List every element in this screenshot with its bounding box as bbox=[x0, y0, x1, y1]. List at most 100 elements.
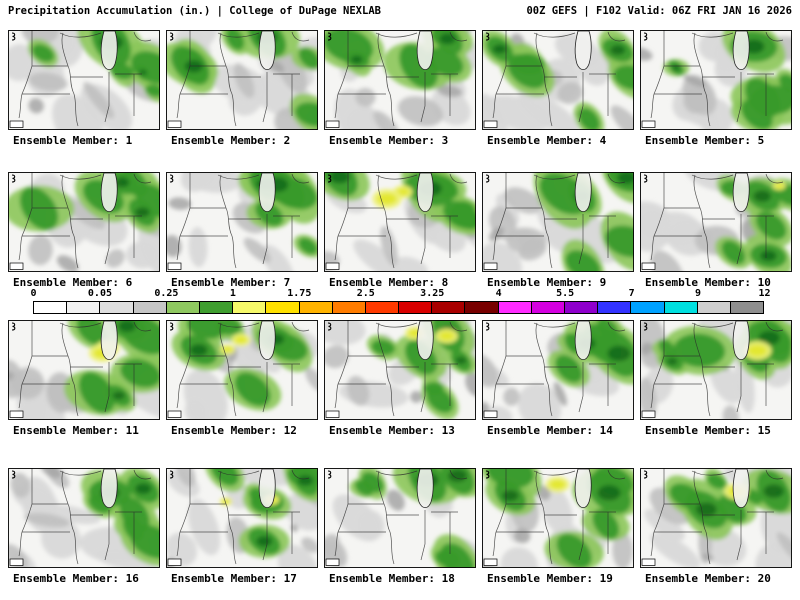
state-boundaries bbox=[492, 30, 626, 127]
panel-border bbox=[640, 30, 792, 130]
ensemble-panel: Ensemble Member: 8 bbox=[324, 172, 476, 292]
panel-border bbox=[324, 30, 476, 130]
corner-glyph bbox=[11, 322, 16, 331]
map-inset-box bbox=[483, 262, 498, 270]
precip-map bbox=[324, 320, 476, 420]
lake-michigan-outline bbox=[416, 320, 434, 361]
map-inset-box bbox=[641, 558, 656, 566]
lake-michigan-outline bbox=[100, 320, 118, 361]
ensemble-member-label: Ensemble Member: 10 bbox=[645, 276, 771, 289]
lake-michigan-outline bbox=[100, 30, 118, 71]
colorbar-tick-label: 7 bbox=[628, 288, 635, 299]
ensemble-panel: Ensemble Member: 16 bbox=[8, 468, 160, 588]
corner-glyph bbox=[11, 32, 16, 41]
colorbar-tick-label: 1 bbox=[229, 288, 236, 299]
precip-map bbox=[166, 320, 318, 420]
corner-glyph bbox=[485, 470, 490, 479]
lake-michigan-outline bbox=[416, 30, 434, 71]
ensemble-panel: Ensemble Member: 13 bbox=[324, 320, 476, 440]
precip-map bbox=[482, 30, 634, 130]
map-inset-box bbox=[325, 558, 340, 566]
panel-border bbox=[640, 320, 792, 420]
ensemble-member-label: Ensemble Member: 15 bbox=[645, 424, 771, 437]
corner-glyph bbox=[327, 470, 332, 479]
precip-map bbox=[640, 468, 792, 568]
colorbar-segment bbox=[630, 302, 664, 313]
lake-michigan-outline bbox=[258, 172, 276, 213]
panel-border bbox=[8, 30, 160, 130]
precip-map bbox=[640, 30, 792, 130]
ensemble-member-label: Ensemble Member: 9 bbox=[487, 276, 607, 289]
ensemble-panel: Ensemble Member: 3 bbox=[324, 30, 476, 150]
map-inset-box bbox=[641, 262, 656, 270]
precip-map bbox=[8, 30, 160, 130]
colorbar-segment bbox=[198, 302, 233, 313]
state-boundaries bbox=[18, 320, 152, 417]
map-inset-box bbox=[167, 558, 182, 566]
colorbar-segment bbox=[663, 302, 697, 313]
panel-border bbox=[482, 320, 634, 420]
ensemble-member-label: Ensemble Member: 2 bbox=[171, 134, 291, 147]
state-boundaries bbox=[18, 172, 152, 269]
ensemble-panel: Ensemble Member: 11 bbox=[8, 320, 160, 440]
panel-border bbox=[8, 172, 160, 272]
colorbar-segment bbox=[165, 302, 199, 313]
panel-border bbox=[166, 468, 318, 568]
panel-border bbox=[8, 320, 160, 420]
panel-border bbox=[640, 468, 792, 568]
ensemble-panel: Ensemble Member: 20 bbox=[640, 468, 792, 588]
colorbar-segment bbox=[530, 302, 564, 313]
lake-michigan-outline bbox=[258, 468, 276, 509]
precip-map bbox=[640, 320, 792, 420]
precip-map bbox=[482, 468, 634, 568]
panel-border bbox=[482, 468, 634, 568]
map-inset-box bbox=[9, 558, 24, 566]
map-inset-box bbox=[325, 410, 340, 418]
corner-glyph bbox=[643, 32, 648, 41]
panel-border bbox=[166, 30, 318, 130]
ensemble-member-label: Ensemble Member: 13 bbox=[329, 424, 455, 437]
colorbar-segment bbox=[132, 302, 166, 313]
precip-map bbox=[166, 468, 318, 568]
state-boundaries bbox=[492, 172, 626, 269]
colorbar-tick-label: 12 bbox=[758, 288, 771, 299]
ensemble-panel: Ensemble Member: 18 bbox=[324, 468, 476, 588]
state-boundaries bbox=[492, 320, 626, 417]
ensemble-panel: Ensemble Member: 9 bbox=[482, 172, 634, 292]
map-inset-box bbox=[641, 410, 656, 418]
corner-glyph bbox=[643, 470, 648, 479]
ensemble-member-label: Ensemble Member: 4 bbox=[487, 134, 607, 147]
precip-map bbox=[166, 172, 318, 272]
state-boundaries bbox=[334, 172, 468, 269]
colorbar-segment bbox=[729, 302, 764, 313]
corner-glyph bbox=[169, 174, 174, 183]
corner-glyph bbox=[643, 322, 648, 331]
ensemble-panel: Ensemble Member: 4 bbox=[482, 30, 634, 150]
colorbar-tick-label: 0 bbox=[30, 288, 37, 299]
corner-glyph bbox=[485, 322, 490, 331]
colorbar-tick-label: 1.75 bbox=[287, 288, 312, 299]
lake-michigan-outline bbox=[574, 320, 592, 361]
colorbar-segment bbox=[232, 302, 266, 313]
ensemble-panel: Ensemble Member: 15 bbox=[640, 320, 792, 440]
ensemble-member-label: Ensemble Member: 17 bbox=[171, 572, 297, 585]
state-boundaries bbox=[176, 468, 310, 565]
state-boundaries bbox=[334, 30, 468, 127]
product-title: Precipitation Accumulation (in.) | Colle… bbox=[8, 5, 381, 17]
precip-map bbox=[482, 172, 634, 272]
precip-map bbox=[482, 320, 634, 420]
ensemble-panel: Ensemble Member: 6 bbox=[8, 172, 160, 292]
colorbar-segment bbox=[597, 302, 631, 313]
ensemble-panel: Ensemble Member: 12 bbox=[166, 320, 318, 440]
state-boundaries bbox=[18, 30, 152, 127]
lake-michigan-outline bbox=[416, 468, 434, 509]
ensemble-member-label: Ensemble Member: 12 bbox=[171, 424, 297, 437]
corner-glyph bbox=[11, 470, 16, 479]
lake-michigan-outline bbox=[100, 468, 118, 509]
corner-glyph bbox=[11, 174, 16, 183]
map-inset-box bbox=[9, 410, 24, 418]
colorbar-tick-label: 2.5 bbox=[356, 288, 375, 299]
ensemble-panel: Ensemble Member: 19 bbox=[482, 468, 634, 588]
colorbar-segment bbox=[99, 302, 133, 313]
